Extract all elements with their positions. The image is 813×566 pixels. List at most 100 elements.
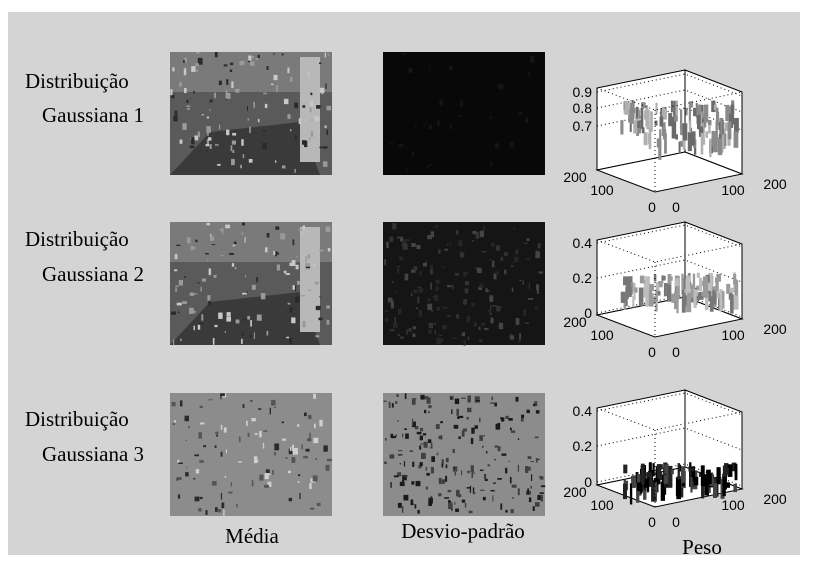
image-detail — [475, 396, 480, 402]
image-detail — [313, 264, 316, 265]
image-detail — [451, 409, 452, 414]
image-detail — [428, 498, 432, 504]
image-detail — [298, 229, 302, 231]
surface-bar — [674, 292, 677, 309]
surface-bar — [705, 131, 708, 138]
surface-bar — [709, 139, 711, 157]
image-detail — [483, 226, 484, 231]
image-detail — [423, 263, 427, 267]
image-detail — [298, 474, 300, 476]
image-detail — [328, 54, 329, 56]
image-detail — [490, 402, 494, 403]
image-detail — [327, 106, 331, 111]
z-tick-label: 0.4 — [573, 403, 593, 419]
image-detail — [319, 420, 322, 427]
image-detail — [435, 287, 438, 291]
image-detail — [514, 486, 516, 487]
surface-bar — [734, 131, 739, 148]
image-detail — [265, 104, 268, 108]
column-label: Peso — [682, 535, 722, 559]
image-detail — [202, 114, 204, 115]
column-label: Média — [225, 524, 279, 548]
image-detail — [170, 89, 172, 95]
image-detail — [448, 490, 452, 492]
image-detail — [400, 463, 401, 464]
image-detail — [210, 144, 212, 149]
image-detail — [421, 453, 426, 459]
image-detail — [467, 471, 469, 474]
image-detail — [426, 467, 428, 471]
surface-bar — [693, 289, 696, 308]
image-detail — [200, 406, 203, 408]
image-detail — [242, 331, 243, 336]
image-detail — [282, 165, 285, 168]
image-detail — [271, 400, 275, 406]
image-detail — [435, 330, 437, 334]
image-detail — [251, 418, 255, 421]
image-detail — [208, 137, 212, 140]
image-detail — [196, 52, 199, 54]
image-detail — [259, 475, 263, 481]
image-detail — [221, 493, 222, 500]
image-detail — [428, 298, 431, 301]
image-detail — [296, 265, 299, 269]
image-detail — [428, 405, 431, 408]
image-detail — [471, 303, 475, 307]
image-detail — [310, 508, 314, 510]
image-detail — [531, 474, 532, 481]
image-detail — [405, 393, 407, 399]
surface-bar — [623, 465, 627, 474]
image-detail — [256, 277, 258, 282]
image-detail — [535, 251, 540, 258]
image-detail — [501, 257, 503, 261]
image-detail — [323, 161, 327, 166]
image-detail — [232, 133, 236, 136]
image-detail — [456, 490, 460, 497]
image-detail — [252, 480, 254, 486]
image-detail — [510, 142, 514, 147]
image-detail — [426, 473, 429, 476]
image-detail — [194, 326, 195, 331]
image-detail — [391, 301, 394, 308]
surface-bar — [686, 276, 690, 295]
image-detail — [455, 273, 459, 276]
image-detail — [403, 239, 407, 243]
image-detail — [255, 433, 258, 435]
surface-bar — [670, 276, 672, 280]
surface-bar — [725, 468, 729, 475]
image-detail — [258, 119, 259, 122]
image-detail — [434, 295, 438, 301]
image-detail — [462, 332, 465, 336]
surface-bar — [680, 124, 682, 135]
image-detail — [467, 396, 470, 403]
surface-bar — [710, 296, 714, 312]
image-detail — [530, 486, 531, 489]
image-detail — [252, 285, 256, 290]
image-detail — [207, 117, 209, 119]
image-detail — [523, 281, 524, 285]
image-detail — [172, 402, 176, 406]
image-detail — [417, 432, 422, 435]
image-detail — [389, 402, 391, 408]
image-detail — [495, 143, 499, 148]
image-detail — [215, 445, 217, 447]
image-detail — [513, 228, 515, 230]
image-detail — [288, 303, 291, 305]
image-detail — [460, 251, 462, 252]
image-detail — [527, 488, 529, 494]
image-detail — [390, 482, 391, 488]
image-detail — [454, 467, 455, 468]
image-detail — [398, 503, 402, 508]
row-label: Distribuição — [25, 69, 129, 93]
image-detail — [226, 93, 231, 99]
image-detail — [530, 56, 534, 63]
surface-bar — [715, 280, 718, 293]
image-detail — [510, 335, 514, 339]
image-detail — [255, 58, 258, 60]
image-detail — [294, 169, 295, 173]
x-tick-label: 0 — [672, 514, 680, 530]
image-detail — [182, 301, 187, 304]
image-detail — [241, 339, 243, 344]
image-detail — [294, 103, 298, 109]
image-detail — [399, 257, 403, 261]
